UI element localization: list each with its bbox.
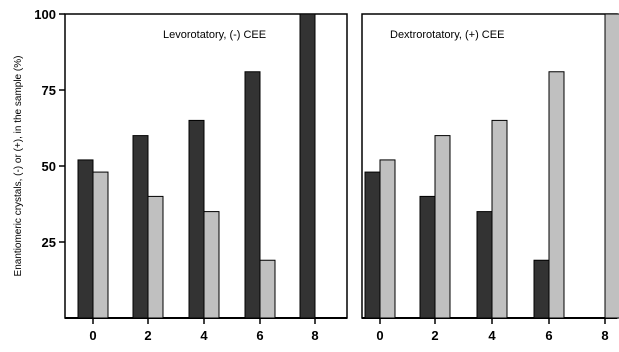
y-tick-label-100: 100	[34, 7, 56, 22]
panel-title-dextrorotatory: Dextrorotatory, (+) CEE	[390, 29, 504, 41]
bar-levo-dark-2	[132, 135, 149, 319]
x-tick-label-dextro-2: 2	[431, 328, 438, 343]
panel-title-levorotatory: Levorotatory, (-) CEE	[163, 29, 266, 41]
bar-levo-light-2	[147, 195, 164, 319]
bar-dextro-dark-4	[476, 211, 493, 319]
bar-levo-dark-6	[244, 71, 261, 319]
x-tick-label-levo-0: 0	[89, 328, 96, 343]
x-tick-label-levo-8: 8	[311, 328, 318, 343]
x-tick-label-dextro-0: 0	[376, 328, 383, 343]
x-tick-label-dextro-6: 6	[545, 328, 552, 343]
bar-levo-dark-0	[77, 159, 94, 319]
bar-levo-light-6	[259, 259, 276, 319]
bar-dextro-light-8	[604, 13, 619, 319]
bar-dextro-dark-0	[364, 171, 381, 319]
bar-dextro-dark-6	[533, 259, 550, 319]
panel-levorotatory: Levorotatory, (-) CEE 0 2 4 6 8 25 50 75 100	[34, 7, 348, 343]
bar-dextro-dark-2	[419, 195, 436, 319]
x-tick-label-dextro-8: 8	[601, 328, 608, 343]
x-tick-label-levo-2: 2	[144, 328, 151, 343]
bar-levo-light-4	[203, 211, 220, 319]
x-tick-label-dextro-4: 4	[488, 328, 496, 343]
y-axis-label: Enantiomeric crystals, (-) or (+), in th…	[13, 56, 24, 277]
x-tick-label-levo-4: 4	[200, 328, 208, 343]
bar-dextro-light-0	[379, 159, 396, 319]
bar-levo-dark-8	[299, 13, 316, 319]
bar-levo-light-0	[92, 171, 109, 319]
bar-dextro-light-6	[548, 71, 565, 319]
bar-dextro-light-4	[491, 119, 508, 319]
x-tick-label-levo-6: 6	[256, 328, 263, 343]
y-tick-label-25: 25	[42, 235, 56, 250]
panel-dextrorotatory: Dextrorotatory, (+) CEE 0 2 4 6 8	[361, 13, 619, 343]
bar-dextro-light-2	[434, 135, 451, 319]
y-tick-label-50: 50	[42, 159, 56, 174]
bar-levo-dark-4	[188, 119, 205, 319]
y-tick-label-75: 75	[42, 83, 56, 98]
